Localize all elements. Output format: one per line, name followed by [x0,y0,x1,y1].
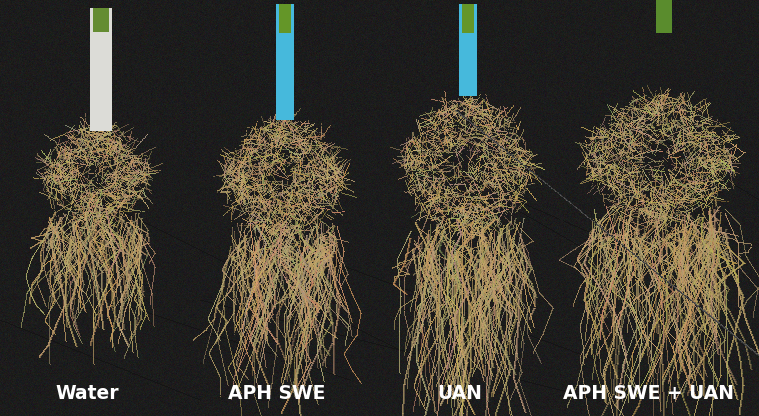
Text: UAN: UAN [436,384,482,403]
Text: Water: Water [55,384,119,403]
Text: APH SWE + UAN: APH SWE + UAN [563,384,735,403]
Text: APH SWE: APH SWE [228,384,326,403]
